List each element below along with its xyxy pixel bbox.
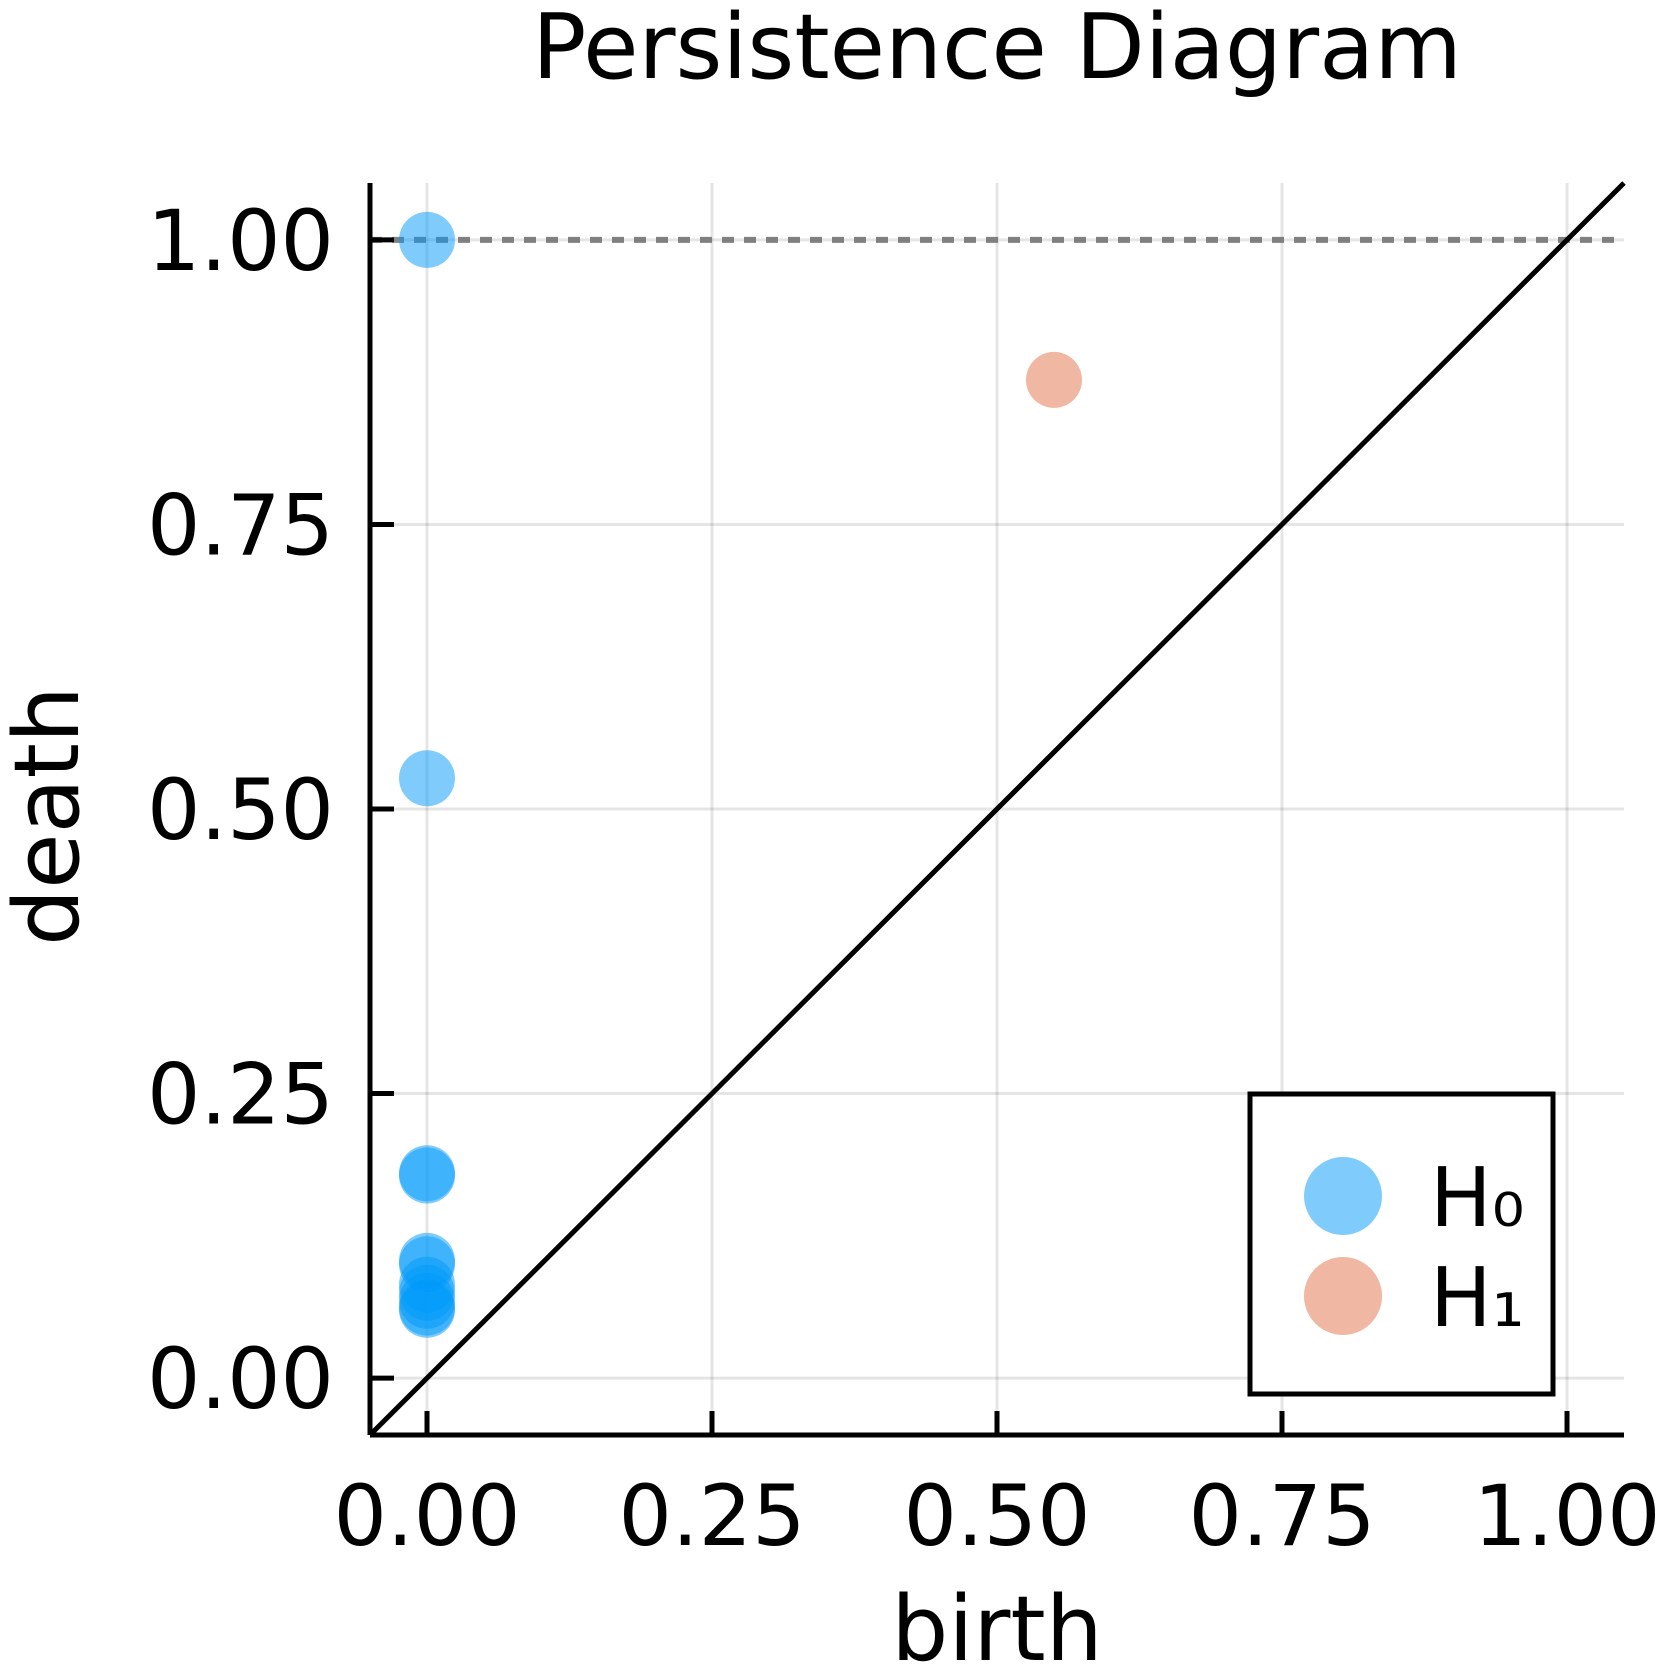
reference-lines [368,181,1626,1437]
x-tick-label-3: 0.75 [1188,1467,1375,1565]
legend-label-0: H₀ [1430,1151,1525,1246]
y-tick-label-3: 0.75 [147,476,334,574]
data-points [399,211,1082,1338]
y-tick-label-2: 0.50 [147,761,334,859]
legend-label-1: H₁ [1430,1251,1525,1346]
legend-marker-1 [1304,1257,1382,1335]
x-tick-label-1: 0.25 [618,1467,805,1565]
point-h0-0 [399,211,455,268]
point-h0-10 [399,1281,455,1338]
y-axis-label: death [0,686,100,946]
legend-marker-0 [1304,1157,1382,1235]
chart-title: Persistence Diagram [532,0,1462,100]
point-h1-0 [1026,351,1082,408]
point-h0-1 [399,750,455,807]
diagonal-line [368,181,1626,1437]
y-tick-label-1: 0.25 [147,1046,334,1144]
x-tick-label-2: 0.50 [903,1467,1090,1565]
x-tick-label-4: 1.00 [1473,1467,1659,1565]
y-tick-label-4: 1.00 [147,192,334,290]
legend-box [1247,1091,1556,1397]
x-axis-label: birth [891,1577,1102,1666]
point-h0-3 [399,1147,455,1204]
x-tick-label-0: 0.00 [333,1467,520,1565]
y-tick-label-0: 0.00 [147,1330,334,1428]
axes: 0.00 0.25 0.50 0.75 1.00 0.00 0.25 0.50 0.75 1.00 [147,183,1659,1565]
